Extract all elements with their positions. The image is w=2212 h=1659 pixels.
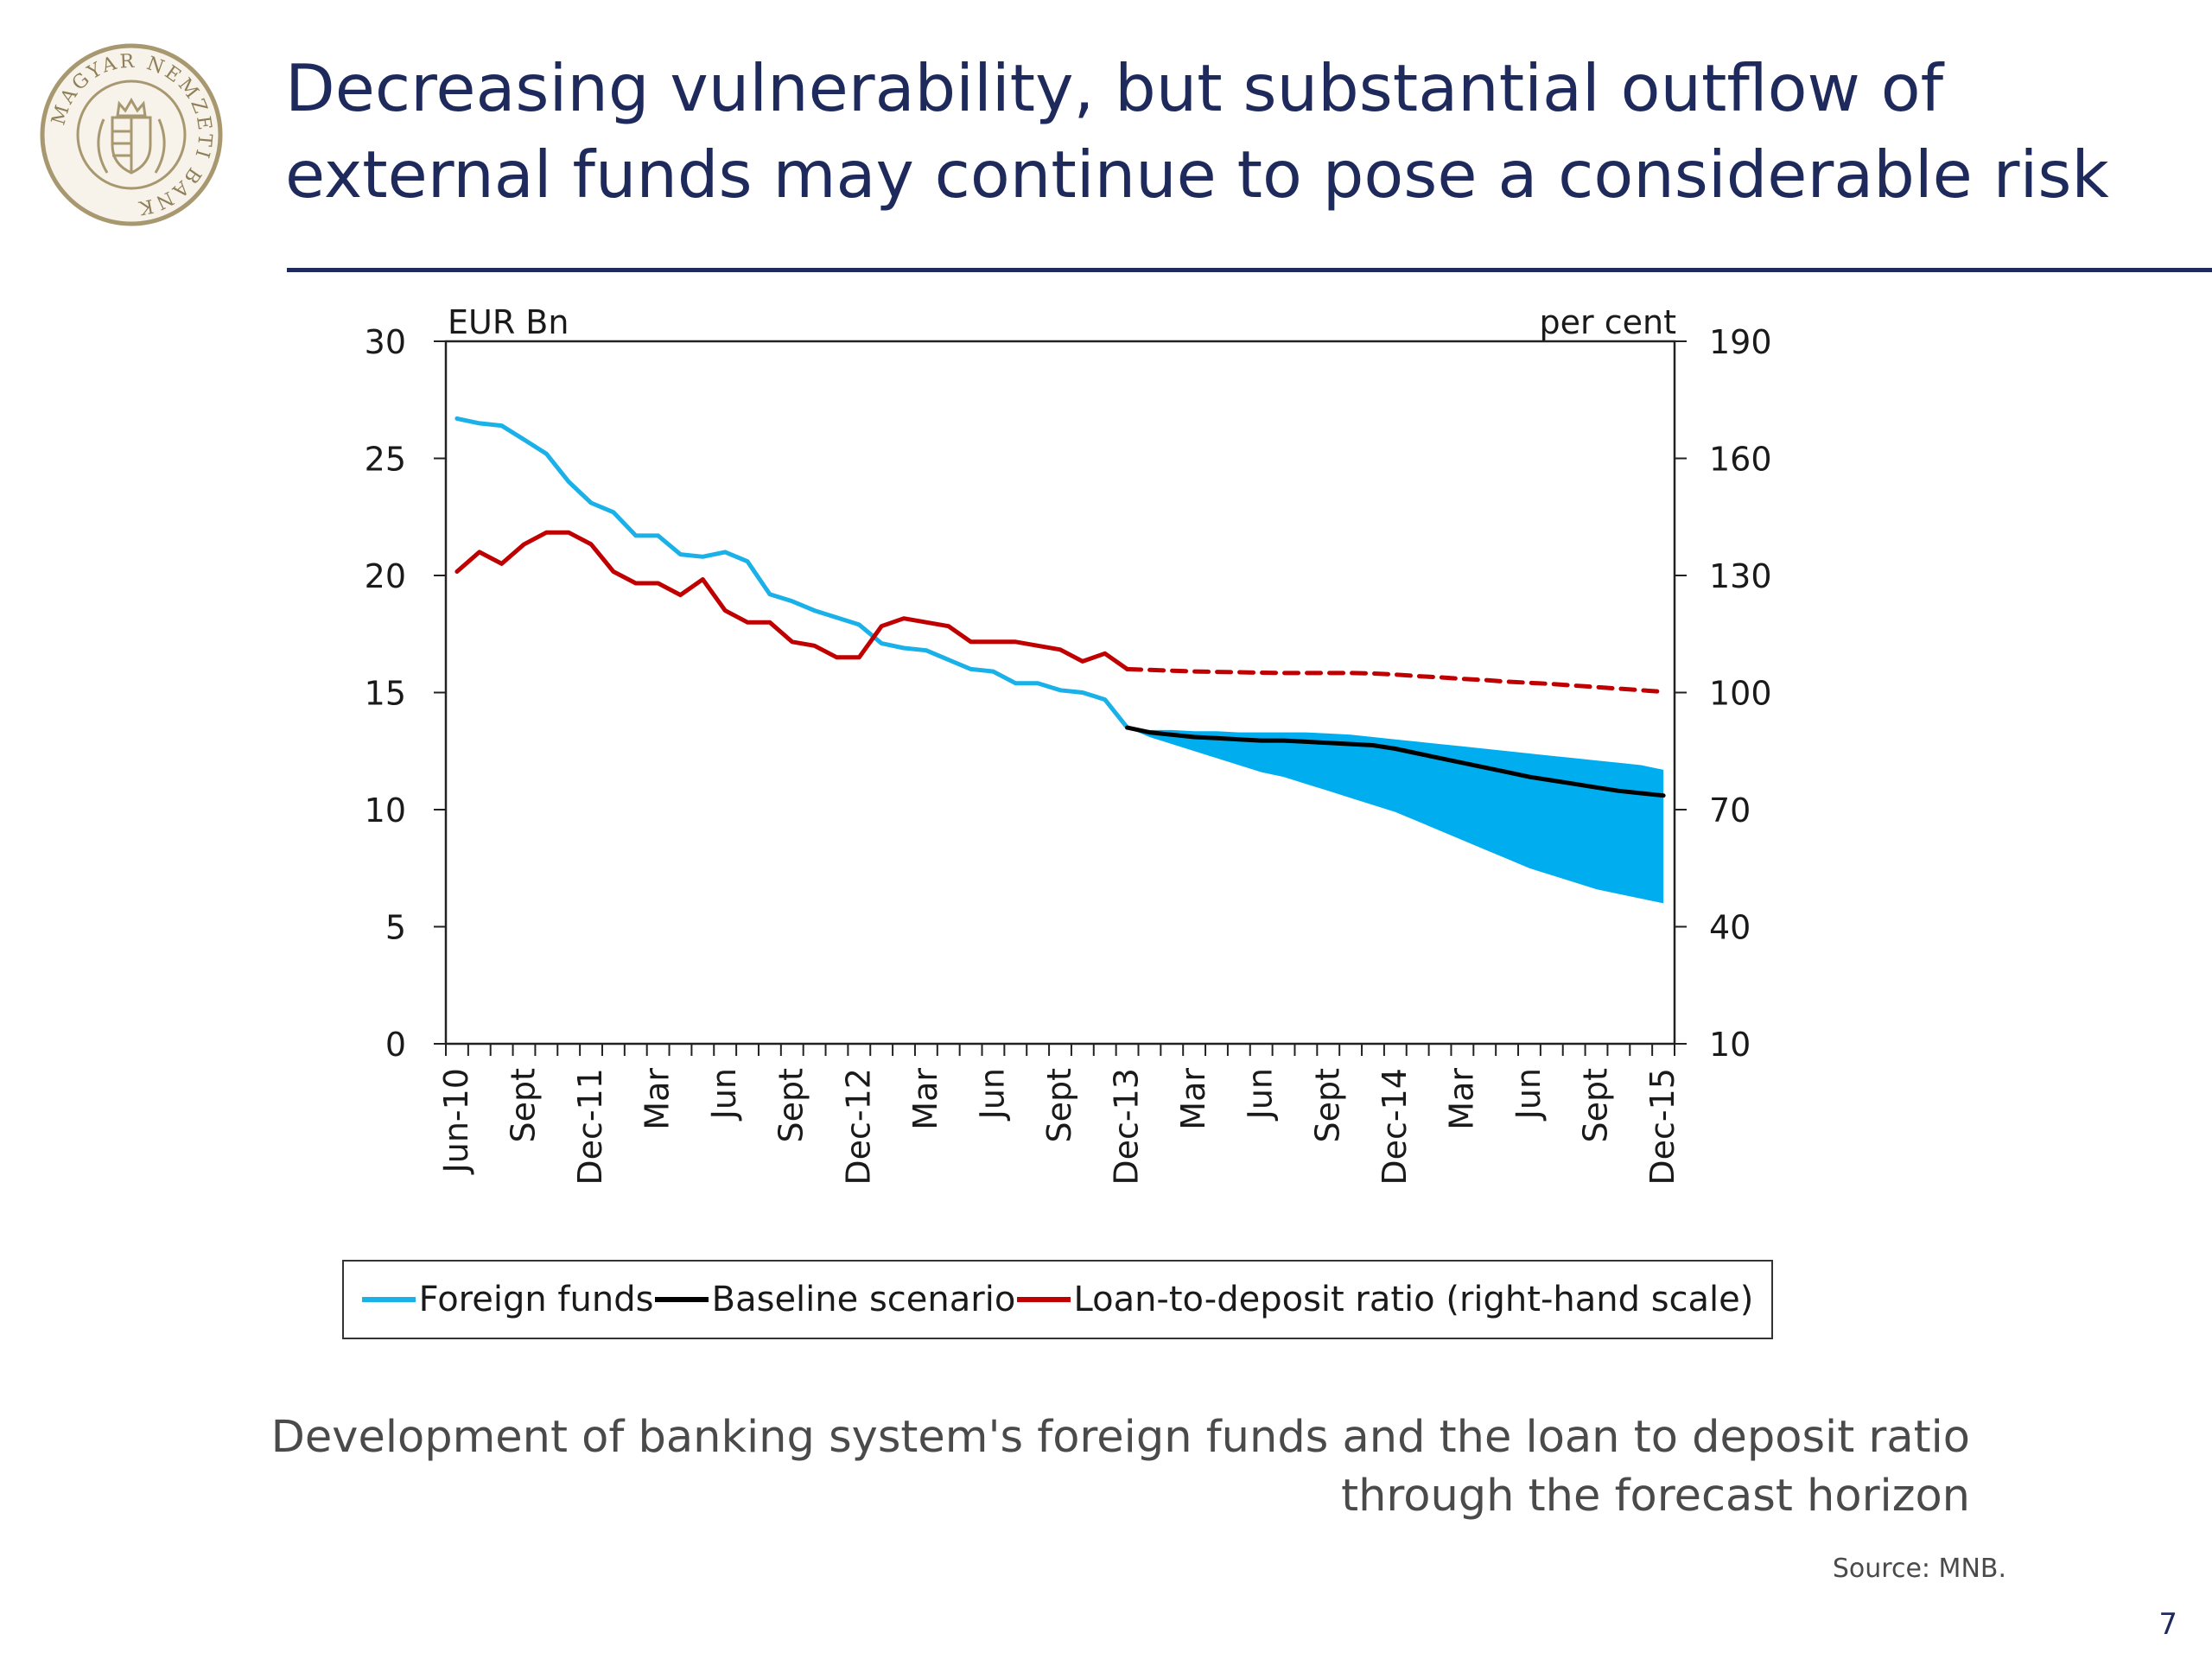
right-tick-label: 160 (1709, 441, 1772, 479)
right-tick-label: 130 (1709, 557, 1772, 595)
x-tick-label: Sept (772, 1068, 810, 1143)
left-tick-label: 30 (365, 323, 406, 361)
legend-item-ltd-ratio: Loan-to-deposit ratio (right-hand scale) (1016, 1280, 1754, 1319)
axes: 0 5 10 15 20 25 30 10 40 70 100 130 160 190 Jun-10 Sept… (365, 323, 1772, 1185)
left-tick-label: 20 (365, 557, 406, 595)
legend-label-ltd-ratio: Loan-to-deposit ratio (right-hand scale) (1073, 1280, 1754, 1319)
x-tick-label: Jun (705, 1068, 743, 1121)
x-tick-label: Jun (1510, 1068, 1548, 1121)
x-tick-label: Mar (639, 1068, 677, 1130)
legend-label-baseline: Baseline scenario (711, 1280, 1016, 1319)
legend-item-baseline: Baseline scenario (654, 1280, 1016, 1319)
x-tick-label: Jun (973, 1068, 1011, 1121)
series-line-0 (454, 416, 1130, 730)
forecast-band-area (1127, 728, 1664, 904)
coat-of-arms-icon (97, 98, 166, 175)
x-tick-label: Jun-10 (437, 1068, 475, 1174)
x-tick-label: Sept (1577, 1068, 1615, 1143)
x-tick-label: Mar (1442, 1068, 1480, 1130)
mnb-logo: MAGYAR NEMZETI BANK (40, 43, 223, 226)
x-tick-label: Dec-15 (1643, 1068, 1681, 1185)
left-tick-label: 15 (365, 675, 406, 713)
left-tick-label: 5 (385, 909, 406, 947)
legend-swatch-ltd-ratio (1016, 1297, 1071, 1302)
title-rule (287, 268, 2212, 272)
x-tick-label: Dec-12 (839, 1068, 877, 1185)
right-axis-unit: per cent (1540, 303, 1676, 341)
x-tick-label: Dec-14 (1376, 1068, 1414, 1185)
left-axis-unit: EUR Bn (448, 303, 569, 341)
x-tick-label: Mar (1174, 1068, 1212, 1130)
right-tick-label: 40 (1709, 909, 1751, 947)
series-line-1 (1125, 725, 1666, 798)
x-tick-label: Sept (504, 1068, 542, 1143)
x-tick-label: Dec-11 (571, 1068, 609, 1185)
right-tick-label: 10 (1709, 1026, 1751, 1064)
series-line-2 (454, 530, 1130, 671)
legend-swatch-baseline (654, 1297, 709, 1302)
x-tick-label: Sept (1308, 1068, 1346, 1143)
legend-label-foreign-funds: Foreign funds (418, 1280, 654, 1319)
forecast-band (1127, 728, 1664, 904)
series (454, 416, 1666, 798)
right-tick-label: 70 (1709, 791, 1751, 830)
legend-item-foreign-funds: Foreign funds (361, 1280, 654, 1319)
right-tick-label: 190 (1709, 323, 1772, 361)
page-number: 7 (2158, 1607, 2177, 1642)
plot-frame (444, 340, 1676, 1046)
series-line-3 (1125, 666, 1666, 695)
x-tick-label: Dec-13 (1108, 1068, 1146, 1185)
legend: Foreign funds Baseline scenario Loan-to-… (342, 1260, 1773, 1339)
x-tick-label: Sept (1040, 1068, 1078, 1143)
x-tick-label: Jun (1242, 1068, 1280, 1121)
x-tick-label: Mar (906, 1068, 944, 1130)
left-tick-label: 0 (385, 1026, 406, 1064)
slide-title: Decreasing vulnerability, but substantia… (285, 50, 2109, 213)
chart-caption: Development of banking system's foreign … (270, 1412, 1970, 1522)
left-tick-label: 10 (365, 791, 406, 830)
right-tick-label: 100 (1709, 675, 1772, 713)
left-tick-label: 25 (365, 441, 406, 479)
source-note: Source: MNB. (1832, 1554, 2006, 1584)
legend-swatch-foreign-funds (361, 1297, 416, 1302)
